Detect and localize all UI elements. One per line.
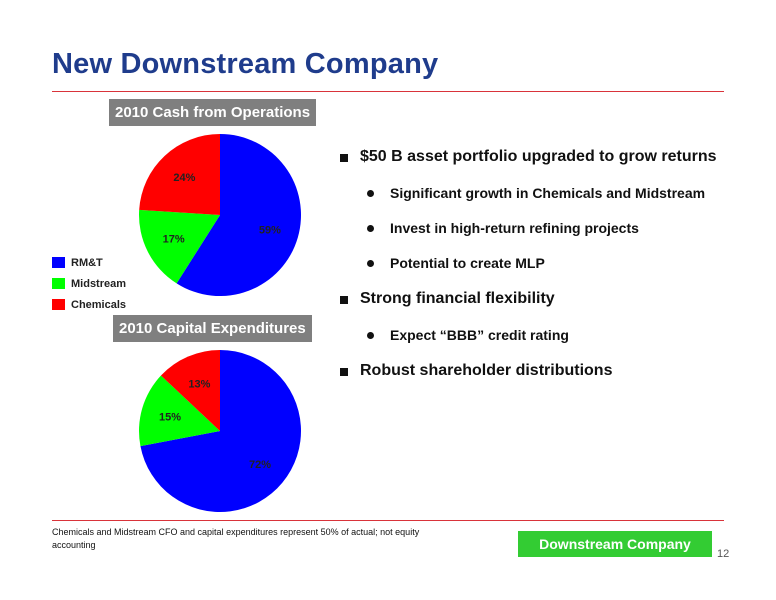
page-title: New Downstream Company [52,48,439,80]
sub-bullet-text: Expect “BBB” credit rating [390,327,569,343]
pie-data-label: 24% [173,172,195,184]
pie-data-label: 17% [163,234,185,246]
legend-swatch-chemicals [52,299,65,310]
pie-chart-capital-expenditures: 72% 15% 13% [139,350,301,512]
square-bullet-icon [340,154,348,162]
pie-data-label: 13% [188,378,210,390]
round-bullet-icon [367,190,374,197]
page-number: 12 [717,548,730,560]
title-divider [52,91,724,92]
legend-label-chemicals: Chemicals [71,298,127,311]
round-bullet-icon [367,260,374,267]
sub-bullet-item: Potential to create MLP [367,255,760,271]
square-bullet-icon [340,296,348,304]
pie-slice-midstream [139,375,220,447]
pie-data-label: 59% [259,225,281,237]
pie-slice-midstream [139,209,220,284]
pie-slice-rm-t [140,350,301,512]
legend-item-midstream: Midstream [52,273,126,294]
legend-item-chemicals: Chemicals [52,294,126,315]
pie-slice-chemicals [160,350,220,431]
legend-swatch-midstream [52,278,65,289]
footnote: Chemicals and Midstream CFO and capital … [52,527,420,550]
legend-label-rmt: RM&T [71,256,103,269]
footer-badge: Downstream Company [518,531,712,557]
chart-title-capital-expenditures: 2010 Capital Expenditures [113,315,312,342]
sub-bullet-item: Significant growth in Chemicals and Mids… [367,185,760,201]
bullet-text: $50 B asset portfolio upgraded to grow r… [360,148,717,165]
bullet-text: Strong financial flexibility [360,290,555,307]
sub-bullet-text: Invest in high-return refining projects [390,220,639,236]
legend-swatch-rmt [52,257,65,268]
sub-bullet-item: Expect “BBB” credit rating [367,327,760,343]
chart-title-cash-from-operations: 2010 Cash from Operations [109,99,317,126]
bullet-item: Strong financial flexibility [340,290,760,308]
sub-bullet-text: Significant growth in Chemicals and Mids… [390,185,706,201]
round-bullet-icon [367,225,374,232]
bullet-item: $50 B asset portfolio upgraded to grow r… [340,148,760,166]
pie-data-label: 72% [249,459,271,471]
round-bullet-icon [367,332,374,339]
pie-slice-rm-t [176,134,301,296]
legend-label-midstream: Midstream [71,277,127,290]
square-bullet-icon [340,368,348,376]
pie-slice-chemicals [139,134,220,215]
chart-legend: RM&T Midstream Chemicals [52,252,126,315]
bullet-list: $50 B asset portfolio upgraded to grow r… [340,148,760,399]
pie-data-label: 15% [159,411,181,423]
sub-bullet-text: Potential to create MLP [390,255,545,271]
legend-item-rmt: RM&T [52,252,126,273]
bullet-item: Robust shareholder distributions [340,362,760,380]
pie-chart-cash-from-operations: 59% 17% 24% [139,134,301,296]
bullet-text: Robust shareholder distributions [360,362,613,379]
footer-divider [52,520,724,521]
sub-bullet-item: Invest in high-return refining projects [367,220,760,236]
